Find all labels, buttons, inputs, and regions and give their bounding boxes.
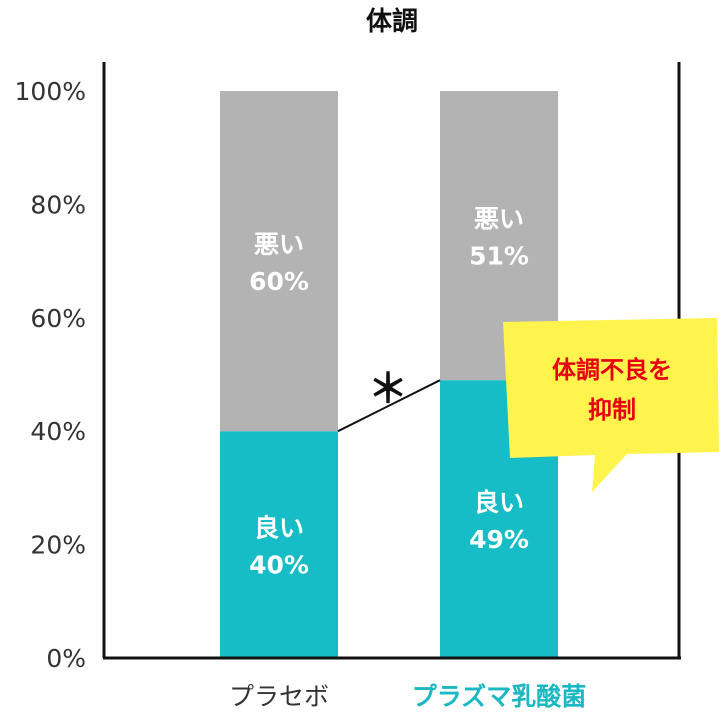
bar-segment-bad-1: [220, 91, 338, 432]
significance-connector: [337, 379, 441, 433]
y-tick-labels: 0% 20% 40% 60% 80% 100%: [15, 77, 86, 673]
bar-segment-good-1: [220, 431, 338, 658]
segment-name-label: 良い: [254, 514, 304, 543]
y-tick-label: 80%: [30, 190, 86, 219]
y-tick-label: 40%: [30, 417, 86, 446]
callout-text: 抑制: [588, 396, 636, 424]
segment-name-label: 良い: [474, 488, 524, 517]
y-tick-label: 0%: [46, 644, 86, 673]
segment-value-label: 40%: [249, 551, 309, 580]
significance-marker: ＊: [368, 366, 408, 412]
category-label: プラセボ: [229, 682, 329, 711]
segment-value-label: 51%: [469, 242, 529, 271]
y-tick-label: 20%: [30, 531, 86, 560]
segment-name-label: 悪い: [474, 205, 524, 234]
segment-value-label: 60%: [249, 267, 309, 296]
callout-text: 体調不良を: [552, 356, 672, 384]
segment-name-label: 悪い: [254, 230, 304, 259]
category-label: プラズマ乳酸菌: [412, 682, 587, 711]
y-tick-label: 100%: [15, 77, 86, 106]
category-labels: プラセボ プラズマ乳酸菌: [229, 682, 586, 711]
segment-value-label: 49%: [469, 525, 529, 554]
chart-title: 体調: [366, 6, 418, 37]
y-tick-label: 60%: [30, 304, 86, 333]
callout-bubble: [503, 318, 719, 492]
